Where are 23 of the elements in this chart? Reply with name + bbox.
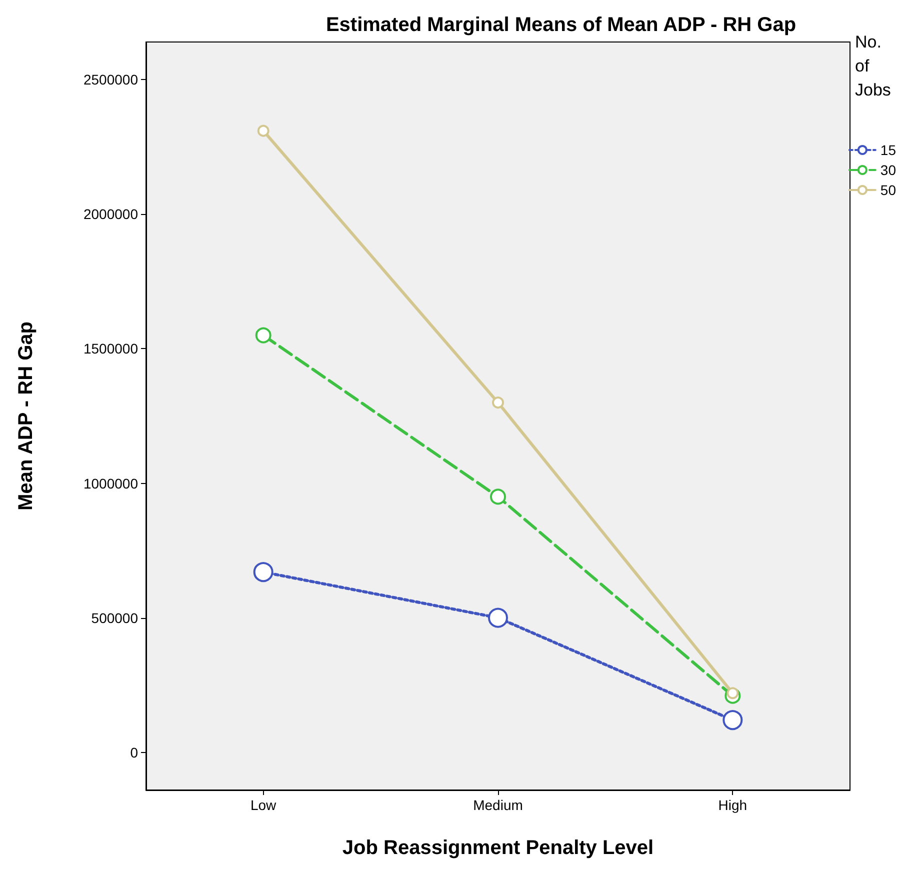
chart-title: Estimated Marginal Means of Mean ADP - RH Gap xyxy=(326,14,796,36)
point xyxy=(490,488,506,505)
legend-label: 15 xyxy=(880,142,896,158)
x-tick-label: Medium xyxy=(473,797,523,813)
y-tick-label: 1500000 xyxy=(83,340,138,357)
y-tick-label: 500000 xyxy=(91,610,138,626)
x-tick-label: High xyxy=(718,797,748,813)
point xyxy=(255,327,272,344)
x-axis-title: Job Reassignment Penalty Level xyxy=(342,837,654,859)
legend-label: 50 xyxy=(880,182,896,198)
legend-label: 30 xyxy=(880,162,896,178)
y-tick-label: 2000000 xyxy=(83,206,138,222)
point xyxy=(257,124,270,137)
point xyxy=(253,562,274,582)
y-tick-label: 0 xyxy=(130,744,138,760)
y-tick-label: 2500000 xyxy=(83,72,138,88)
x-tick-label: Low xyxy=(250,797,278,813)
y-tick-label: 1000000 xyxy=(83,475,138,492)
point xyxy=(722,710,743,730)
point xyxy=(492,396,504,409)
point xyxy=(488,608,508,628)
y-axis-title: Mean ADP - RH Gap xyxy=(15,322,37,510)
legend-title: No. of Jobs xyxy=(855,32,891,100)
